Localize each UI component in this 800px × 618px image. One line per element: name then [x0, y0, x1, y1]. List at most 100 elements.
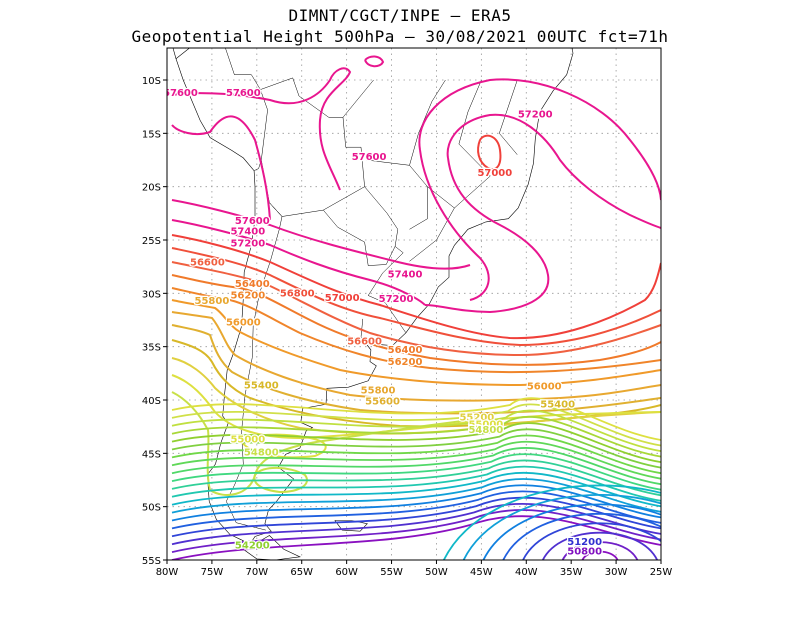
political-border [360, 318, 364, 338]
lon-tick-label: 65W [290, 567, 313, 578]
contour-label: 56200 [388, 357, 423, 368]
contour-label: 57600 [226, 88, 261, 99]
contour-57600 [171, 115, 271, 221]
contour-57400 [419, 149, 490, 301]
contour-low-height [171, 502, 661, 546]
lon-tick-label: 45W [470, 567, 493, 578]
political-border [409, 207, 455, 262]
lat-tick-label: 50S [142, 503, 161, 514]
contour-label: 56600 [347, 337, 382, 348]
lon-tick-label: 75W [201, 567, 224, 578]
contour-57400 [418, 78, 661, 201]
contour-labels: 57600 57600576005760057400572005720057000… [163, 87, 603, 559]
contour-label: 50800 [567, 547, 602, 558]
lon-tick-label: 40W [515, 567, 538, 578]
lat-tick-label: 40S [142, 396, 161, 407]
contour-label: 57600 [163, 88, 198, 99]
contour-low-centre [541, 531, 659, 560]
contour-57200 [424, 157, 550, 314]
contour-low-centre [581, 550, 619, 560]
contour-label: 55800 [361, 386, 396, 397]
contour-label: 56200 [230, 291, 265, 302]
contour-low-height [171, 428, 661, 469]
contour-low-height [171, 440, 661, 480]
contour-label: 56000 [226, 317, 261, 328]
contour-label: 55000 [230, 435, 265, 446]
contour-label: 56000 [527, 381, 562, 392]
political-border [366, 159, 410, 166]
contour-56600 [171, 261, 661, 357]
contour-label: 56600 [190, 258, 225, 269]
contour-label: 51200 [567, 537, 602, 548]
contour-57600 [171, 67, 352, 191]
map-title-line-2: Geopotential Height 500hPa – 30/08/2021 … [131, 27, 669, 46]
contour-low-height [171, 515, 661, 560]
contour-label: 54800 [244, 447, 279, 458]
lon-tick-label: 30W [605, 567, 628, 578]
contour-label: 56800 [280, 289, 315, 300]
political-border [409, 186, 428, 230]
contour-56800 [171, 247, 661, 347]
political-border [323, 186, 399, 266]
lon-tick-label: 55W [380, 567, 403, 578]
contour-low-height [171, 403, 661, 447]
contour-low-centre [561, 541, 639, 560]
lat-tick-label: 45S [142, 449, 161, 460]
contour-low-height [171, 496, 661, 538]
contour-low-height [171, 465, 661, 502]
map-title-line-1: DIMNT/CGCT/INPE – ERA5 [288, 6, 512, 25]
contour-low-height [171, 397, 661, 441]
lon-tick-label: 60W [335, 567, 358, 578]
contour-low-height [171, 471, 661, 508]
contour-label: 57000 [325, 293, 360, 304]
contour-label: 55600 [365, 396, 400, 407]
political-border [226, 202, 283, 531]
contour-label: 54800 [468, 425, 503, 436]
contour-low-height [171, 409, 661, 452]
contour-low-height [171, 434, 661, 475]
contour-57200 [446, 113, 661, 229]
contour-label: 57600 [352, 152, 387, 163]
contour-55800 [171, 311, 661, 402]
contour-low-height [171, 422, 661, 463]
contour-56200 [171, 287, 661, 374]
lon-tick-label: 70W [246, 567, 269, 578]
contour-57000 [171, 234, 661, 340]
political-border [225, 48, 261, 90]
contour-56000 [171, 299, 661, 387]
political-border [260, 77, 365, 217]
contour-label: 57600 [235, 216, 270, 227]
plot-frame [166, 47, 662, 561]
lat-tick-label: 10S [142, 76, 161, 87]
contour-57000 [477, 134, 502, 170]
tierra-del-fuego-coastline [242, 535, 301, 560]
lon-tick-label: 35W [560, 567, 583, 578]
contour-low-height [171, 446, 661, 486]
political-border [342, 79, 374, 118]
contour-55600 [171, 324, 661, 415]
map-gridlines [163, 48, 662, 564]
contour-label: 55200 [459, 412, 494, 423]
contour-low-height [171, 490, 661, 530]
lon-tick-label: 25W [650, 567, 673, 578]
lat-tick-label: 30S [142, 289, 161, 300]
coastlines-and-borders [172, 48, 574, 560]
lat-tick-label: 55S [142, 556, 161, 567]
height-contours [171, 55, 661, 560]
political-border [499, 79, 518, 155]
contour-low-centre [522, 522, 661, 560]
contour-label: 57200 [518, 109, 553, 120]
contour-label: 57200 [379, 294, 414, 305]
contour-low-height [171, 484, 661, 522]
latitude-tick-labels: 10S 15S 20S 25S 30S 35S 40S 45S 50S 55S [142, 76, 161, 567]
contour-label: 55000 [468, 420, 503, 431]
contour-label: 55800 [195, 296, 230, 307]
contour-label: 56400 [235, 279, 270, 290]
longitude-tick-labels: 80W 75W 70W 65W 60W 55W 50W 45W 40W 35W 30W 25W [156, 567, 673, 578]
contour-57600 [364, 55, 385, 68]
political-border [367, 246, 404, 296]
contour-low-height [171, 459, 661, 497]
contour-label: 57000 [477, 168, 512, 179]
contour-57200 [171, 219, 426, 306]
